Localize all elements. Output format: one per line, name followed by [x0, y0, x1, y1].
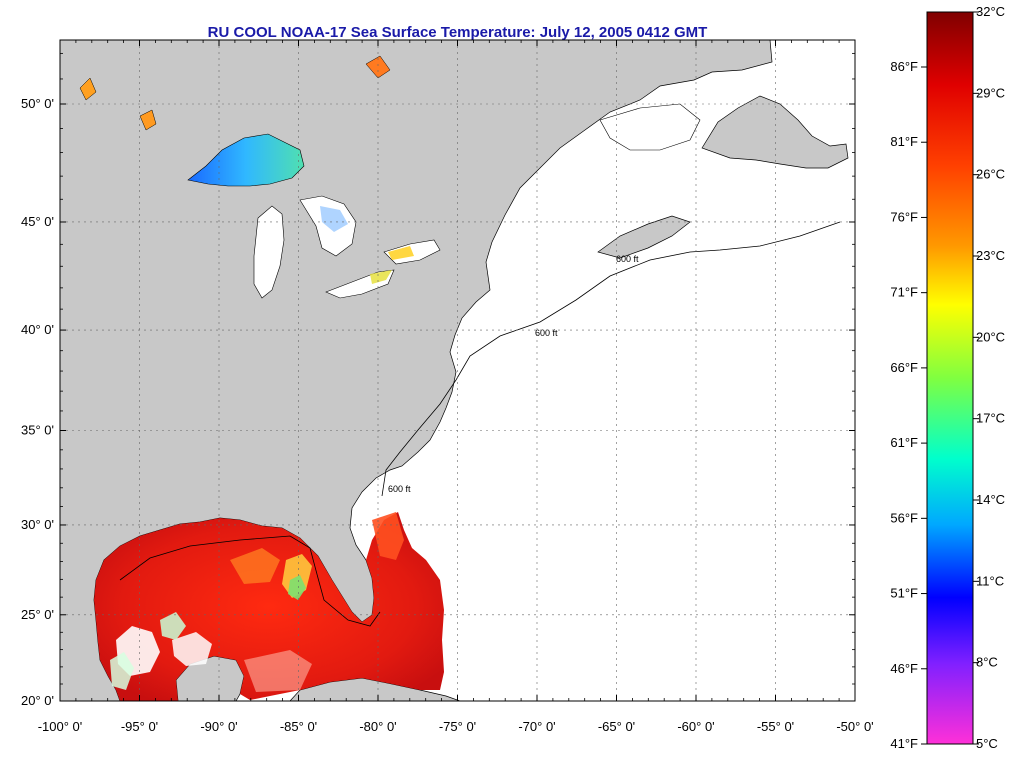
small-lake-2: [365, 55, 391, 79]
colorbar-celsius-label: 26°C: [976, 167, 1005, 182]
sst-patch-green: [288, 575, 306, 600]
lon-tick-label: -75° 0': [439, 719, 476, 734]
lat-tick-label: 50° 0': [21, 96, 54, 111]
lon-tick-label: -65° 0': [598, 719, 635, 734]
colorbar-fahrenheit-label: 66°F: [890, 360, 918, 375]
lon-tick-label: -60° 0': [677, 719, 714, 734]
graticule: [60, 40, 855, 701]
lon-tick-label: -70° 0': [518, 719, 555, 734]
lat-tick-label: 40° 0': [21, 322, 54, 337]
lon-tick-label: -85° 0': [280, 719, 317, 734]
small-lake-3: [139, 109, 157, 131]
colorbar-fahrenheit-label: 86°F: [890, 59, 918, 74]
lat-tick-label: 25° 0': [21, 607, 54, 622]
lake-ontario-color: [388, 246, 414, 260]
lake-superior: [187, 133, 305, 187]
colorbar-fahrenheit-label: 56°F: [890, 510, 918, 525]
sst-patch-cloud-3: [172, 632, 212, 666]
sst-patch-cloud-4: [160, 612, 186, 640]
colorbar-celsius-label: 20°C: [976, 329, 1005, 344]
lat-tick-label: 35° 0': [21, 423, 54, 438]
colorbar-celsius-label: 23°C: [976, 248, 1005, 263]
lon-tick-label: -95° 0': [121, 719, 158, 734]
colorbar-fahrenheit-label: 76°F: [890, 209, 918, 224]
lon-tick-label: -80° 0': [359, 719, 396, 734]
colorbar-celsius-label: 8°C: [976, 655, 998, 670]
lake-erie-color: [370, 270, 392, 284]
lon-tick-label: -100° 0': [38, 719, 83, 734]
colorbar: [926, 11, 974, 745]
lat-tick-label: 30° 0': [21, 517, 54, 532]
colorbar-celsius-label: 29°C: [976, 85, 1005, 100]
sst-patch-stripes: [244, 650, 312, 692]
colorbar-labels: 32°C 29°C 26°C 23°C 20°C 17°C 14°C 11°C 8°C 5°C 86…: [890, 4, 1005, 751]
lon-tick-label: -55° 0': [757, 719, 794, 734]
colorbar-celsius-label: 11°C: [976, 573, 1004, 588]
contour-label-3: 600 ft: [388, 484, 411, 494]
land-newfoundland: [701, 95, 849, 169]
colorbar-fahrenheit-label: 51°F: [890, 586, 918, 601]
colorbar-fahrenheit-label: 46°F: [890, 661, 918, 676]
lake-michigan: [253, 205, 285, 299]
plot-area: 600 ft 600 ft 600 ft: [60, 40, 855, 701]
lat-tick-label: 20° 0': [21, 693, 54, 708]
lake-huron-color: [320, 206, 348, 232]
sst-patch-cloud-2: [110, 652, 134, 690]
lon-tick-label: -50° 0': [836, 719, 873, 734]
colorbar-fahrenheit-label: 61°F: [890, 435, 918, 450]
lon-tick-label: -90° 0': [200, 719, 237, 734]
contour-600ft: [119, 221, 841, 627]
sst-patch-east-fl: [372, 512, 404, 560]
lat-tick-label: 45° 0': [21, 214, 54, 229]
colorbar-fahrenheit-label: 41°F: [890, 736, 918, 751]
colorbar-celsius-label: 32°C: [976, 4, 1005, 19]
small-lake-1: [79, 77, 97, 101]
colorbar-fahrenheit-label: 81°F: [890, 134, 918, 149]
colorbar-fahrenheit-label: 71°F: [890, 285, 918, 300]
colorbar-celsius-label: 17°C: [976, 411, 1005, 426]
axis-ticks: -100° 0' -95° 0' -90° 0' -85° 0' -80° 0' -75°…: [21, 40, 874, 734]
colorbar-celsius-label: 5°C: [976, 736, 998, 751]
map-title: RU COOL NOAA-17 Sea Surface Temperature:…: [207, 24, 708, 41]
contour-label-1: 600 ft: [535, 328, 558, 338]
contour-label-2: 600 ft: [616, 254, 639, 264]
colorbar-celsius-label: 14°C: [976, 492, 1005, 507]
sst-patch-orange: [230, 548, 280, 584]
